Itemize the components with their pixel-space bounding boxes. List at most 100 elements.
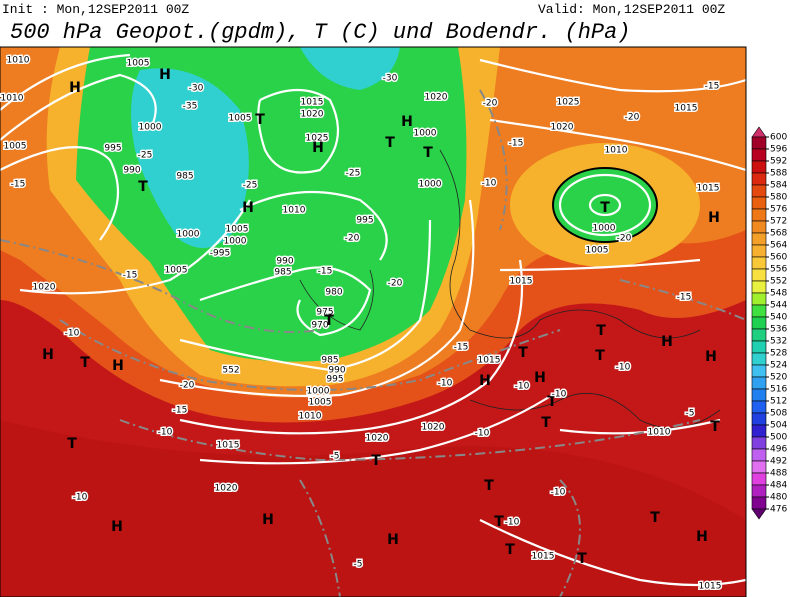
contour-label: 985 (274, 268, 291, 278)
contour-label: -10 (73, 493, 88, 503)
colorbar-box (751, 184, 767, 198)
colorbar-box (751, 496, 767, 510)
contour-label: 970 (311, 321, 328, 331)
contour-label: -10 (482, 179, 497, 189)
contour-label: 1005 (229, 114, 252, 124)
map (0, 46, 747, 597)
colorbar-box (751, 424, 767, 438)
contour-label: 1000 (139, 123, 162, 133)
contour-label: 1015 (697, 184, 720, 194)
pressure-symbol: T (596, 323, 606, 339)
pressure-symbol: H (534, 370, 546, 386)
contour-label: -15 (123, 271, 138, 281)
pressure-symbol: H (708, 210, 720, 226)
colorbar-label: 592 (770, 157, 787, 167)
colorbar-box (751, 316, 767, 330)
colorbar-label: 504 (770, 421, 787, 431)
colorbar-label: 476 (770, 505, 787, 515)
pressure-symbol: T (67, 436, 77, 452)
pressure-symbol: H (401, 114, 413, 130)
colorbar-label: 596 (770, 145, 787, 155)
contour-label: 1010 (283, 206, 306, 216)
pressure-symbol: T (138, 179, 148, 195)
contour-label: 990 (123, 166, 140, 176)
colorbar-box (751, 292, 767, 306)
pressure-symbol: T (255, 112, 265, 128)
pressure-symbol: H (312, 140, 324, 156)
isotherm (0, 89, 746, 597)
contour-label: -25 (138, 151, 153, 161)
contour-label: 1000 (414, 129, 437, 139)
colorbar-box (751, 376, 767, 390)
colorbar-label: 544 (770, 301, 787, 311)
contour-label: 975 (316, 308, 333, 318)
colorbar-box (751, 220, 767, 234)
colorbar-label: 600 (770, 133, 787, 143)
colorbar-box (751, 244, 767, 258)
pressure-symbol: T (600, 200, 610, 216)
pressure-symbol: T (423, 145, 433, 161)
contour-label: 1015 (675, 104, 698, 114)
colorbar-label: 512 (770, 397, 787, 407)
colorbar-label: 524 (770, 361, 787, 371)
colorbar-box (751, 328, 767, 342)
contour-label: -10 (515, 382, 530, 392)
colorbar-label: 492 (770, 457, 787, 467)
pressure-symbol: T (484, 478, 494, 494)
contour-label: 1010 (1, 94, 24, 104)
contour-label: 1020 (551, 123, 574, 133)
contour-label: -5 (354, 560, 363, 570)
contour-label: -25 (243, 181, 258, 191)
pressure-symbol: H (112, 358, 124, 374)
contour-label: 1020 (425, 93, 448, 103)
colorbar-box (751, 160, 767, 174)
contour-label: -20 (483, 99, 498, 109)
colorbar-label: 480 (770, 493, 787, 503)
contour-label: -995 (210, 249, 230, 259)
colorbar-box (751, 268, 767, 282)
contour-label: 1005 (165, 266, 188, 276)
contour-label: 1020 (366, 434, 389, 444)
colorbar-label: 540 (770, 313, 787, 323)
contour-label: 1010 (299, 412, 322, 422)
field-red (0, 420, 746, 597)
colorbar-label: 572 (770, 217, 787, 227)
colorbar-label: 520 (770, 373, 787, 383)
contour-label: 1020 (301, 110, 324, 120)
contour-label: -30 (383, 74, 398, 84)
colorbar-label: 552 (770, 277, 787, 287)
colorbar-box (751, 364, 767, 378)
contour-label: 985 (321, 356, 338, 366)
colorbar-label: 588 (770, 169, 787, 179)
pressure-symbol: H (262, 512, 274, 528)
colorbar-label: 496 (770, 445, 787, 455)
colorbar-box (751, 136, 767, 150)
colorbar-label: 548 (770, 289, 787, 299)
colorbar-label: 528 (770, 349, 787, 359)
field-green-east (552, 167, 658, 243)
pressure-symbol: T (710, 419, 720, 435)
contour-label: 1000 (177, 230, 200, 240)
colorbar-label: 536 (770, 325, 787, 335)
pressure-symbol: T (371, 453, 381, 469)
colorbar-label: 532 (770, 337, 787, 347)
colorbar-box (751, 400, 767, 414)
contour-label: 552 (222, 366, 239, 376)
contour-label: 990 (328, 366, 345, 376)
colorbar-box (751, 304, 767, 318)
contour-label: 1015 (217, 441, 240, 451)
pressure-symbol: H (387, 532, 399, 548)
colorbar-box (751, 412, 767, 426)
colorbar-label: 580 (770, 193, 787, 203)
pressure-symbol: H (479, 373, 491, 389)
contour-label: 1000 (307, 387, 330, 397)
contour-label: 985 (176, 172, 193, 182)
contour-label: 1005 (586, 246, 609, 256)
pressure-symbol: H (159, 67, 171, 83)
contour-label: 1010 (7, 56, 30, 66)
colorbar-label: 500 (770, 433, 787, 443)
pressure-symbol: H (705, 349, 717, 365)
contour-label: -10 (552, 390, 567, 400)
pressure-symbol: T (385, 135, 395, 151)
contour-label: -10 (438, 379, 453, 389)
